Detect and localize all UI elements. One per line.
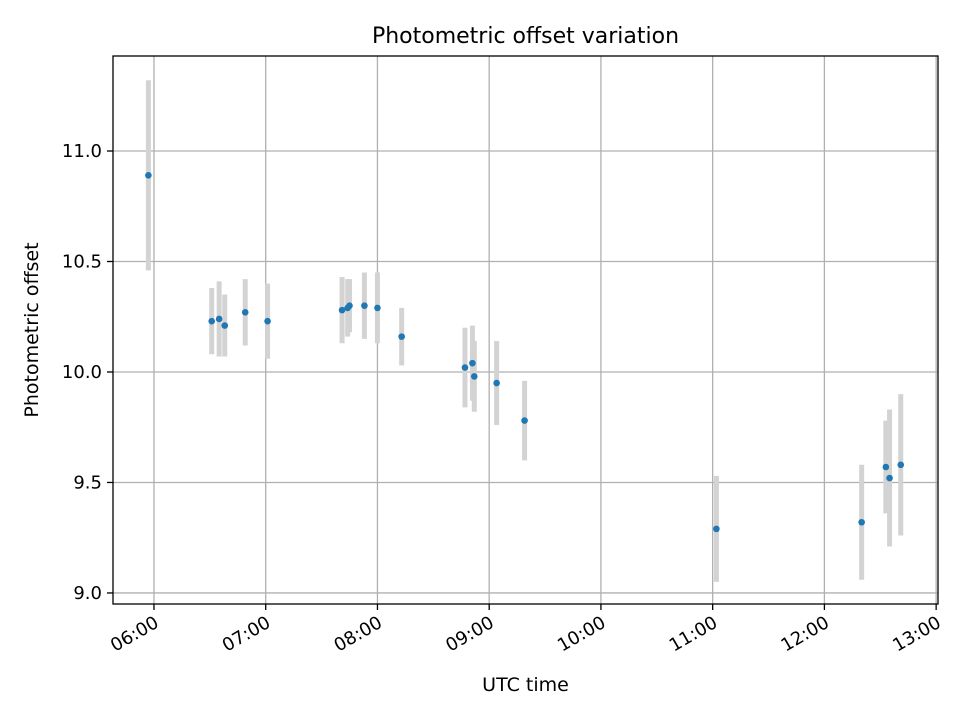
data-point <box>882 463 890 471</box>
data-point <box>897 461 905 469</box>
data-point <box>208 317 216 325</box>
y-tick-label: 10.0 <box>62 362 102 383</box>
data-point <box>346 302 353 309</box>
y-axis-label: Photometric offset <box>21 242 43 417</box>
data-point <box>374 304 381 312</box>
data-point <box>461 364 469 371</box>
data-point <box>713 525 720 533</box>
data-point <box>858 518 865 526</box>
data-point <box>145 172 152 179</box>
data-point <box>398 333 405 340</box>
data-point <box>470 373 478 380</box>
data-point <box>215 315 223 323</box>
data-point <box>361 302 368 309</box>
x-axis-label: UTC time <box>482 674 569 696</box>
data-point <box>264 317 271 325</box>
data-point <box>221 322 229 329</box>
data-point <box>338 306 346 314</box>
chart-title: Photometric offset variation <box>372 24 679 49</box>
grid-layer <box>113 56 938 604</box>
plot-area-frame <box>112 55 939 605</box>
y-tick-label: 10.5 <box>62 252 102 273</box>
data-point <box>521 417 528 424</box>
data-point <box>469 359 476 367</box>
data-point <box>241 309 249 316</box>
data-point <box>886 474 893 482</box>
data-points <box>145 172 905 533</box>
y-tick-label: 9.0 <box>73 583 102 604</box>
data-point <box>493 379 500 387</box>
y-tick-label: 9.5 <box>73 472 102 493</box>
y-tick-label: 11.0 <box>62 141 102 162</box>
